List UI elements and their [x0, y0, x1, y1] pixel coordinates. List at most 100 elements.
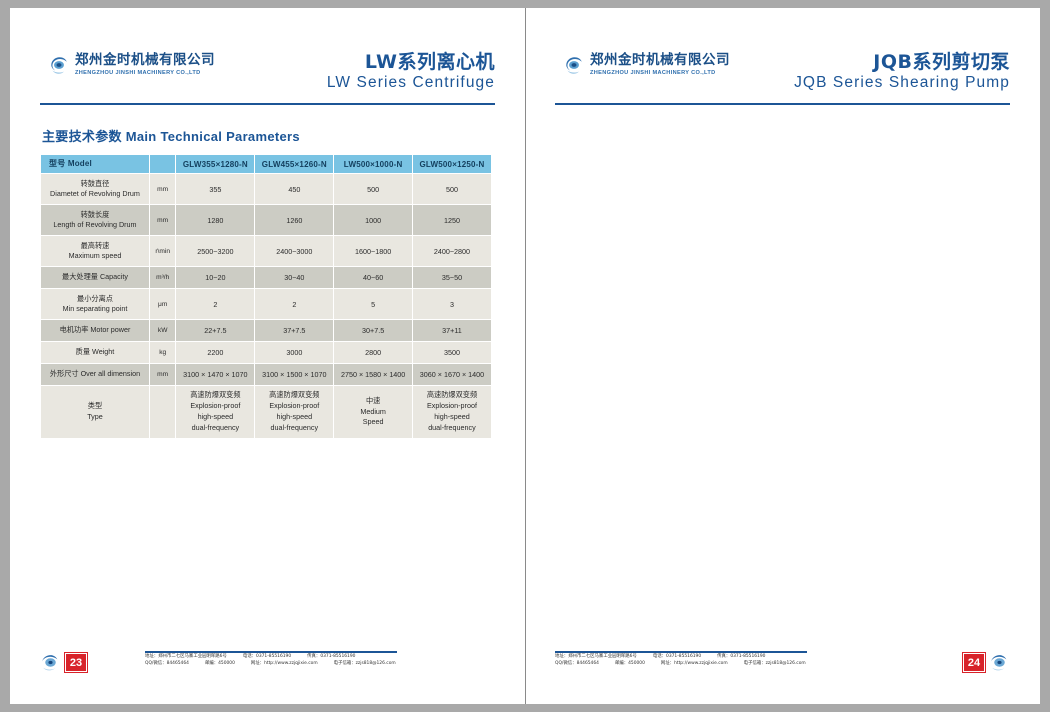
left-title-en: LW Series Centrifuge	[326, 74, 495, 92]
header-cell-model-1: GLW355×1280-N	[175, 154, 256, 174]
header-cell-unit	[148, 154, 177, 174]
qq-label: QQ/微信：	[145, 660, 167, 666]
right-page-header: 郑州金时机械有限公司 ZHENGZHOU JINSHI MACHINERY CO…	[555, 51, 1010, 98]
right-title-cn: JQB系列剪切泵	[873, 51, 1010, 73]
footer-line-1: 地址：郑州市二七区马寨工业园明晖路6号 电话：0371-85516190 传真：…	[145, 653, 397, 660]
row-value: 2400~3000	[254, 235, 335, 267]
row-value: 高速防爆双变频 Explosion-proof high-speed dual-fre…	[411, 385, 493, 439]
row-value: 2	[175, 288, 256, 320]
row-value: 3060 × 1670 × 1400	[411, 363, 493, 386]
company-name-cn: 郑州金时机械有限公司	[75, 52, 215, 68]
row-value: 35~50	[411, 266, 493, 289]
page-number-badge: 23	[65, 653, 87, 672]
row-label: 最小分离点 Min separating point	[40, 288, 150, 320]
row-label: 转鼓直径 Diametet of Revolving Drum	[40, 173, 150, 205]
address-value: 郑州市二七区马寨工业园明晖路6号	[568, 653, 637, 659]
row-value: 3	[411, 288, 493, 320]
qq-value: 84465464	[576, 660, 599, 666]
row-value: 1600~1800	[333, 235, 413, 267]
section-title: 主要技术参数 Main Technical Parameters	[42, 126, 300, 145]
company-name-en: ZHENGZHOU JINSHI MACHINERY CO.,LTD	[75, 69, 201, 76]
table-row: 质量 Weight kg 2200 3000 2800 3500	[40, 341, 493, 364]
row-value: 30+7.5	[333, 319, 413, 342]
footer-rule	[555, 651, 807, 653]
company-logo: 郑州金时机械有限公司 ZHENGZHOU JINSHI MACHINERY CO…	[48, 52, 215, 76]
row-value: 2800	[333, 341, 413, 364]
footer-contact-block: 地址：郑州市二七区马寨工业园明晖路6号 电话：0371-85516190 传真：…	[145, 651, 397, 667]
qq-label: QQ/微信：	[555, 660, 577, 666]
fax-value: 0371-85516190	[320, 653, 356, 659]
row-unit: kW	[148, 319, 177, 342]
row-value: 355	[175, 173, 256, 205]
section-title-en: Main Technical Parameters	[125, 129, 300, 144]
web-value: http://www.zzjqjixie.com	[674, 660, 728, 666]
mail-label: 电子信箱：	[743, 660, 766, 666]
row-value: 3100 × 1470 × 1070	[175, 363, 256, 386]
row-value: 450	[254, 173, 335, 205]
table-row: 外形尺寸 Over all dimension mm 3100 × 1470 × 1…	[40, 363, 493, 386]
catalog-spread: 郑州金时机械有限公司 ZHENGZHOU JINSHI MACHINERY CO…	[10, 8, 1040, 704]
row-label: 最高转速 Maximum speed	[40, 235, 150, 267]
mail-label: 电子信箱：	[333, 660, 356, 666]
fax-label: 传真：	[717, 653, 731, 659]
zip-value: 450000	[218, 660, 235, 666]
section-title-cn: 主要技术参数	[42, 130, 122, 145]
row-value: 1280	[175, 204, 256, 236]
company-logo-right: 郑州金时机械有限公司 ZHENGZHOU JINSHI MACHINERY CO…	[563, 52, 730, 76]
row-value: 10~20	[175, 266, 256, 289]
address-label: 地址：	[555, 653, 569, 659]
address-label: 地址：	[145, 653, 159, 659]
header-divider	[555, 103, 1010, 105]
row-value: 中速 Medium Speed	[333, 385, 413, 439]
row-value: 2500~3200	[175, 235, 256, 267]
web-label: 网址：	[250, 660, 265, 666]
header-cell-model: 型号 Model	[40, 154, 150, 174]
company-name-cn: 郑州金时机械有限公司	[590, 52, 730, 68]
header-cell-model-4: GLW500×1250-N	[411, 154, 493, 174]
swirl-fish-logo-icon	[48, 54, 70, 76]
row-value: 2400~2800	[411, 235, 493, 267]
company-name-en: ZHENGZHOU JINSHI MACHINERY CO.,LTD	[590, 69, 716, 76]
right-page-title: JQB系列剪切泵 JQB Series Shearing Pump	[794, 51, 1010, 92]
footer-line-2: QQ/微信：84465464 邮编：450000 网址：http://www.z…	[145, 660, 397, 667]
left-footer: 23 地址：郑州市二七区马寨工业园明晖路6号 电话：0371-85516190 …	[40, 650, 495, 676]
specifications-table: 型号 Model GLW355×1280-N GLW455×1260-N LW500×…	[40, 154, 493, 439]
header-cell-model-3: LW500×1000-N	[333, 154, 413, 174]
row-label: 电机功率 Motor power	[40, 319, 150, 342]
row-value: 500	[411, 173, 493, 205]
row-label: 类型 Type	[40, 385, 150, 439]
row-label: 质量 Weight	[40, 341, 150, 364]
table-row: 转鼓直径 Diametet of Revolving Drum mm 355 450 50…	[40, 173, 493, 205]
right-footer: 地址：郑州市二七区马寨工业园明晖路6号 电话：0371-85516190 传真：…	[555, 650, 1010, 676]
footer-line-1: 地址：郑州市二七区马寨工业园明晖路6号 电话：0371-85516190 传真：…	[555, 653, 807, 660]
mail-value: zzjs818@126.com	[765, 660, 806, 666]
row-unit	[148, 385, 177, 439]
row-unit: μm	[148, 288, 177, 320]
footer-contact-block: 地址：郑州市二七区马寨工业园明晖路6号 电话：0371-85516190 传真：…	[555, 651, 807, 667]
row-value: 5	[333, 288, 413, 320]
right-page: 郑州金时机械有限公司 ZHENGZHOU JINSHI MACHINERY CO…	[525, 8, 1040, 704]
row-value: 1260	[254, 204, 335, 236]
header-cell-model-2: GLW455×1260-N	[254, 154, 335, 174]
row-unit: kg	[148, 341, 177, 364]
web-value: http://www.zzjqjixie.com	[264, 660, 318, 666]
tel-label: 电话：	[242, 653, 257, 659]
tel-value: 0371-85516190	[256, 653, 292, 659]
table-row: 电机功率 Motor power kW 22+7.5 37+7.5 30+7.5 37+1…	[40, 319, 493, 342]
row-label: 外形尺寸 Over all dimension	[40, 363, 150, 386]
table-row: 转鼓长度 Length of Revolving Drum mm 1280 1260 10…	[40, 204, 493, 236]
row-value: 高速防爆双变频 Explosion-proof high-speed dual-fre…	[175, 385, 256, 439]
row-unit: mm	[148, 204, 177, 236]
swirl-fish-logo-icon	[563, 54, 585, 76]
table-header-row: 型号 Model GLW355×1280-N GLW455×1260-N LW500×…	[40, 154, 493, 174]
footer-logo-icon	[989, 652, 1010, 672]
left-page-title: LW系列离心机 LW Series Centrifuge	[326, 51, 495, 92]
row-label: 最大处理量 Capacity	[40, 266, 150, 289]
row-value: 2	[254, 288, 335, 320]
row-value: 500	[333, 173, 413, 205]
table-row: 最小分离点 Min separating point μm 2 2 5 3	[40, 288, 493, 320]
row-value: 1000	[333, 204, 413, 236]
web-label: 网址：	[660, 660, 675, 666]
row-value: 37+7.5	[254, 319, 335, 342]
zip-label: 邮编：	[204, 660, 219, 666]
